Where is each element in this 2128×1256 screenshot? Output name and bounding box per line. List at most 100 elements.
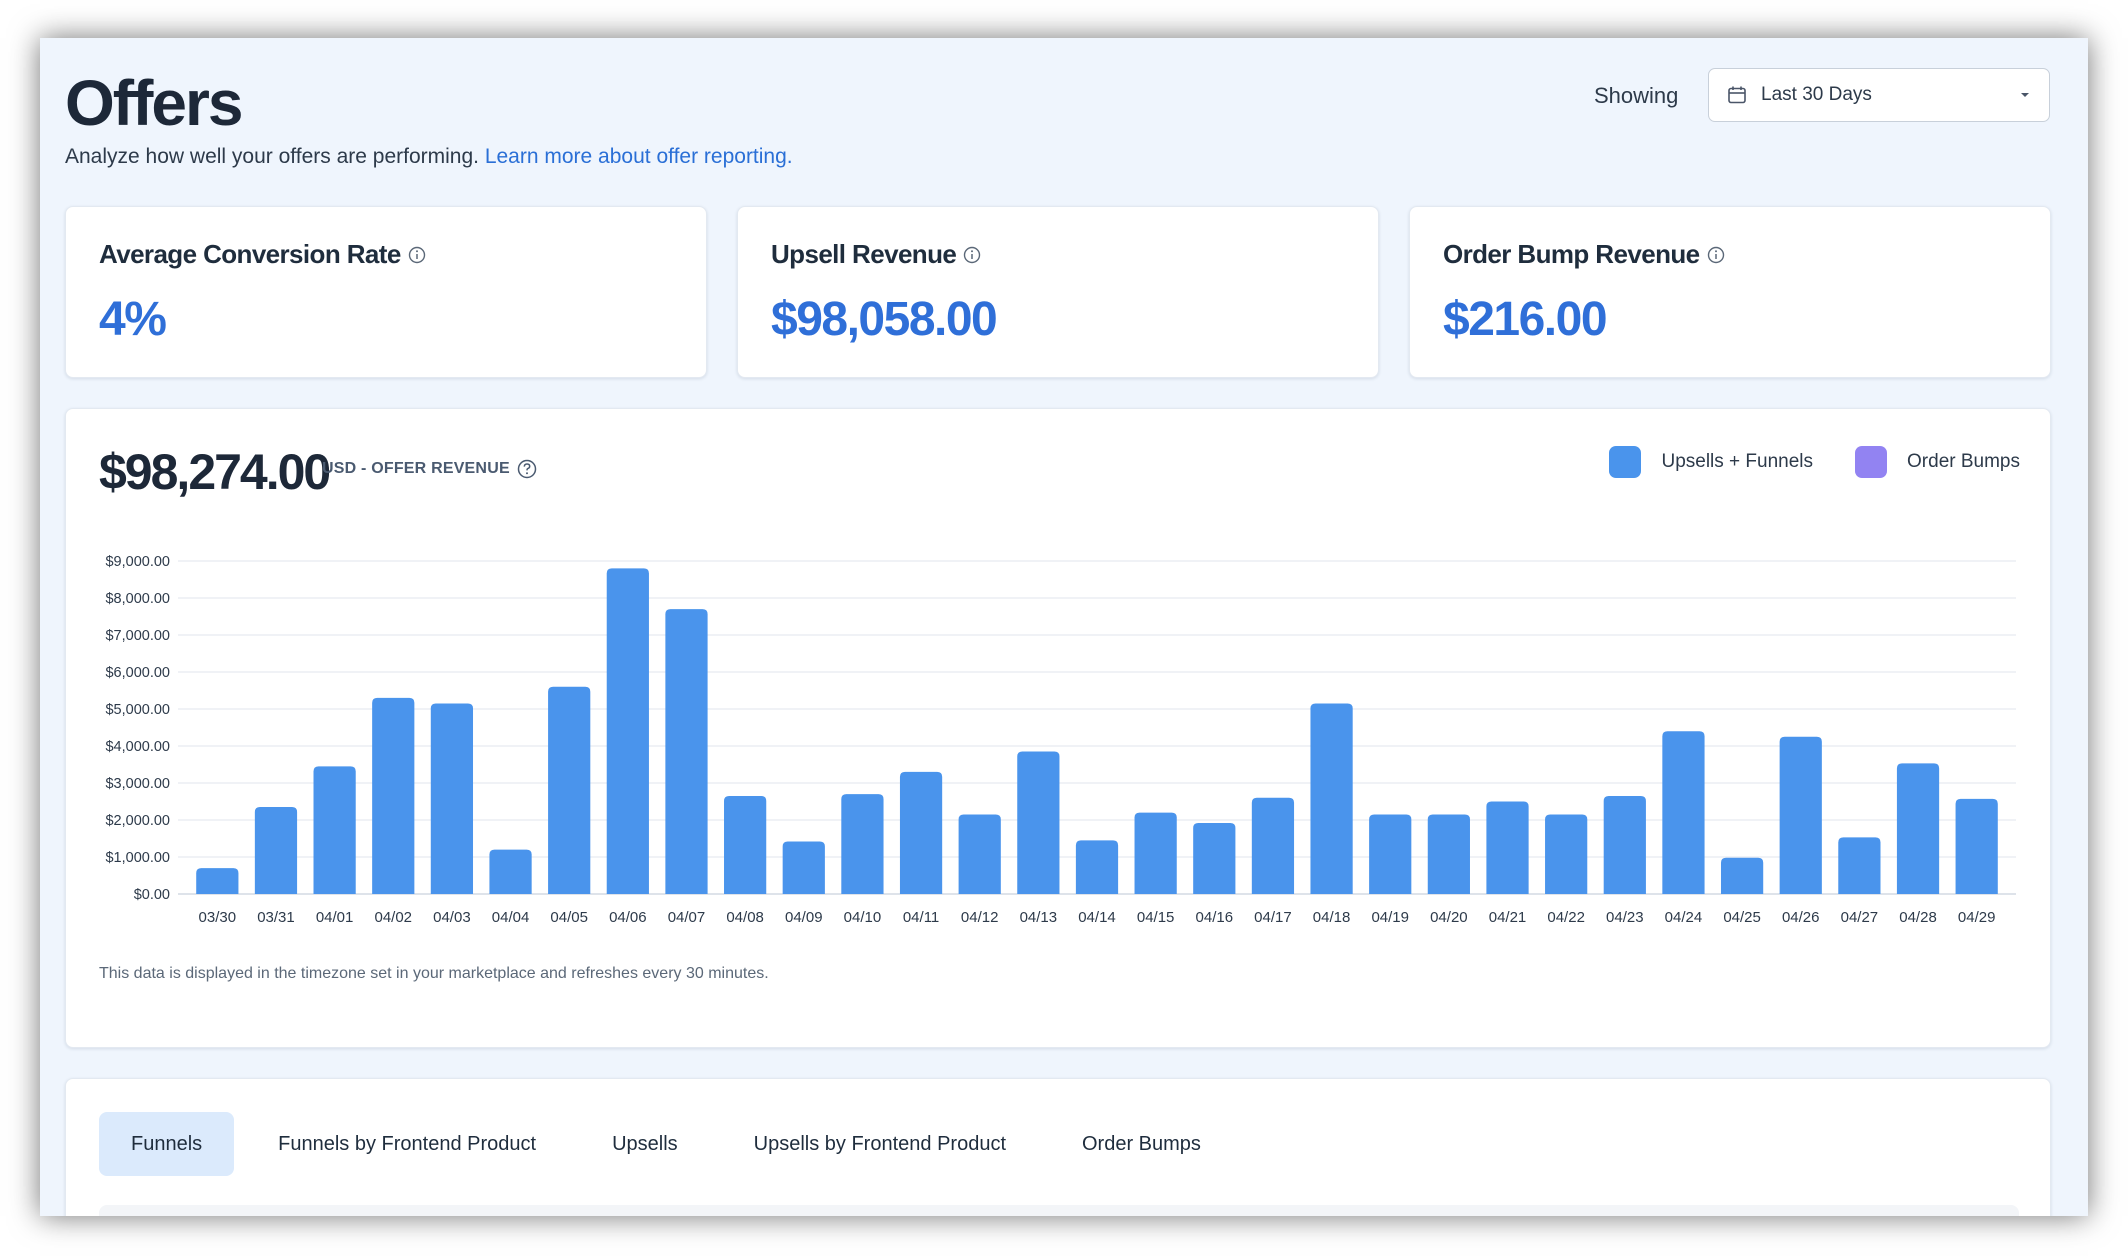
chart-footnote: This data is displayed in the timezone s… [99,965,769,982]
chart-bar [1427,814,1470,894]
x-tick-label: 04/09 [785,909,823,926]
stat-label: Average Conversion Rate [99,239,426,270]
x-tick-label: 04/21 [1489,909,1527,926]
info-icon[interactable] [408,246,426,264]
legend-label: Order Bumps [1907,451,2020,472]
x-tick-label: 04/26 [1782,909,1820,926]
y-tick-label: $6,000.00 [105,665,170,681]
legend-item-order-bumps[interactable]: Order Bumps [1855,446,2020,478]
chart-legend: Upsells + Funnels Order Bumps [1567,446,2020,478]
x-tick-label: 04/16 [1196,909,1234,926]
chart-bar [1486,801,1529,894]
chart-bar [1545,814,1588,894]
x-tick-label: 04/27 [1841,909,1879,926]
caption-text: USD - OFFER REVENUE [322,460,510,477]
tab-upsells[interactable]: Upsells [612,1132,678,1155]
x-tick-label: 04/29 [1958,909,1996,926]
chart-bar [1838,837,1881,894]
tab-funnels[interactable]: Funnels [99,1112,235,1176]
legend-item-upsells-funnels[interactable]: Upsells + Funnels [1609,446,1813,478]
chart-bar [1896,763,1940,894]
x-tick-label: 04/18 [1313,909,1351,926]
chart-bar [313,766,356,894]
x-tick-label: 04/06 [609,909,647,926]
info-icon[interactable] [1707,246,1725,264]
x-tick-label: 04/24 [1665,909,1703,926]
chart-bar [1603,795,1646,894]
chart-bar [899,771,943,894]
chart-bar [1779,736,1822,894]
date-range-value: Last 30 Days [1761,84,1872,105]
learn-more-link[interactable]: Learn more about offer reporting. [484,145,793,168]
y-tick-label: $4,000.00 [105,739,170,755]
x-tick-label: 04/01 [316,909,354,926]
caret-down-icon [2019,91,2031,99]
x-tick-label: 04/19 [1371,909,1409,926]
y-tick-label: $3,000.00 [105,776,170,792]
x-tick-label: 04/04 [492,909,530,926]
tab-funnels-by-frontend-product[interactable]: Funnels by Frontend Product [278,1132,537,1155]
stat-card-upsell-revenue: Upsell Revenue $98,058.00 [737,206,1379,378]
stat-value: $216.00 [1443,293,1608,346]
chart-bar [1134,812,1177,894]
x-tick-label: 04/02 [374,909,412,926]
total-revenue: $98,274.00 [99,444,331,500]
subtitle-text: Analyze how well your offers are perform… [65,145,479,168]
y-tick-label: $9,000.00 [105,554,170,570]
page-subtitle: Analyze how well your offers are perform… [65,145,793,169]
chart-bar [1193,822,1236,894]
chart-bar [489,849,532,894]
legend-label: Upsells + Funnels [1661,451,1814,472]
chart-bar [254,807,298,894]
chart-bar [606,568,649,894]
stat-value: $98,058.00 [771,293,998,346]
x-tick-label: 04/14 [1078,909,1116,926]
y-tick-label: $5,000.00 [105,702,170,718]
x-tick-label: 04/13 [1020,909,1058,926]
legend-swatch [1855,446,1888,478]
x-tick-label: 04/22 [1547,909,1585,926]
legend-swatch [1609,446,1642,478]
chart-bar [665,609,708,894]
chart-bar [724,795,767,894]
x-tick-label: 03/30 [199,909,237,926]
x-tick-label: 03/31 [257,909,295,926]
x-tick-label: 04/25 [1723,909,1761,926]
chart-bar [196,868,239,894]
x-tick-label: 04/03 [433,909,471,926]
x-tick-label: 04/07 [668,909,706,926]
chart-bar [430,703,474,894]
page-title: Offers [65,67,243,139]
x-tick-label: 04/28 [1899,909,1937,926]
stat-card-order-bump-revenue: Order Bump Revenue $216.00 [1409,206,2051,378]
tab-order-bumps[interactable]: Order Bumps [1082,1132,1201,1155]
chart-bar [841,794,884,894]
tab-upsells-by-frontend-product[interactable]: Upsells by Frontend Product [753,1132,1006,1155]
x-tick-label: 04/12 [961,909,999,926]
date-range-select[interactable]: Last 30 Days [1708,68,2050,122]
stat-label-text: Average Conversion Rate [99,239,401,269]
x-tick-label: 04/08 [726,909,764,926]
chart-bar [958,814,1001,894]
stat-label-text: Order Bump Revenue [1443,239,1700,269]
revenue-chart-card: $0.00 $1,000.00 $2,000.00 $3,000.00 $4,000.0… [65,408,2051,1048]
help-icon[interactable] [517,459,537,479]
y-tick-label: $0.00 [134,887,170,903]
y-tick-label: $7,000.00 [105,628,170,644]
stat-label-text: Upsell Revenue [771,239,957,269]
showing-label: Showing [1594,83,1679,108]
report-tabs-card: Funnels Funnels by Frontend Product Upse… [65,1078,2051,1216]
info-icon[interactable] [963,246,981,264]
chart-bar [548,686,591,894]
stat-value: 4% [99,293,167,346]
stat-label: Order Bump Revenue [1443,239,1725,270]
revenue-bar-chart: $0.00 $1,000.00 $2,000.00 $3,000.00 $4,000.0… [105,554,2016,926]
table-header-strip [99,1205,2019,1216]
y-tick-label: $8,000.00 [105,591,170,607]
chart-bar [1955,798,1998,894]
stat-label: Upsell Revenue [771,239,981,270]
chart-bar [1310,703,1353,894]
x-tick-label: 04/15 [1137,909,1175,926]
calendar-icon [1727,85,1747,105]
app-window: Offers Analyze how well your offers are … [40,38,2088,1216]
